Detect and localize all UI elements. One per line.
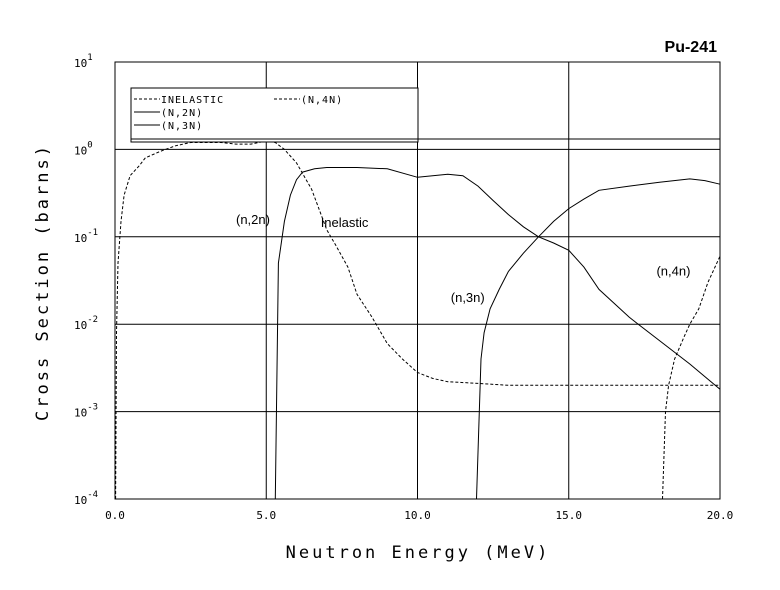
curve-annotation: (n,4n) — [656, 264, 690, 279]
y-tick-label: 100 — [74, 140, 93, 157]
x-axis-title: Neutron Energy (MeV) — [286, 543, 551, 563]
x-tick-label: 0.0 — [105, 509, 125, 522]
curve-annotation: Inelastic — [321, 215, 369, 230]
series-layer — [115, 140, 721, 500]
tick-labels: 0.0 5.0 10.0 15.0 20.0 101 100 10-1 10-2 10-3 10-4 — [74, 53, 733, 522]
x-tick-label: 15.0 — [556, 509, 583, 522]
y-tick-label: 10-1 — [74, 228, 98, 245]
series-line — [274, 167, 721, 500]
annotations: (n,2n) Inelastic (n,3n) (n,4n) — [236, 212, 690, 305]
x-tick-label: 5.0 — [256, 509, 276, 522]
plot-frame — [114, 61, 721, 500]
chart-title: Pu-241 — [665, 39, 718, 56]
series-line — [476, 178, 721, 500]
series-line — [662, 255, 721, 500]
series-line — [115, 140, 720, 500]
y-tick-label: 10-4 — [74, 490, 98, 507]
legend-label: (N,3N) — [161, 121, 203, 132]
legend-label: INELASTIC — [161, 95, 224, 106]
y-axis-title: Cross Section (barns) — [33, 143, 53, 421]
curve-annotation: (n,3n) — [451, 290, 485, 305]
y-tick-label: 10-3 — [74, 403, 98, 420]
x-tick-label: 20.0 — [707, 509, 734, 522]
legend: INELASTIC (N,4N) (N,2N) (N,3N) — [130, 87, 720, 143]
legend-label: (N,2N) — [161, 108, 203, 119]
legend-label: (N,4N) — [301, 95, 343, 106]
curve-annotation: (n,2n) — [236, 212, 270, 227]
x-tick-label: 10.0 — [404, 509, 431, 522]
legend-box — [130, 87, 419, 143]
y-tick-label: 101 — [74, 53, 93, 70]
y-tick-label: 10-2 — [74, 315, 98, 332]
